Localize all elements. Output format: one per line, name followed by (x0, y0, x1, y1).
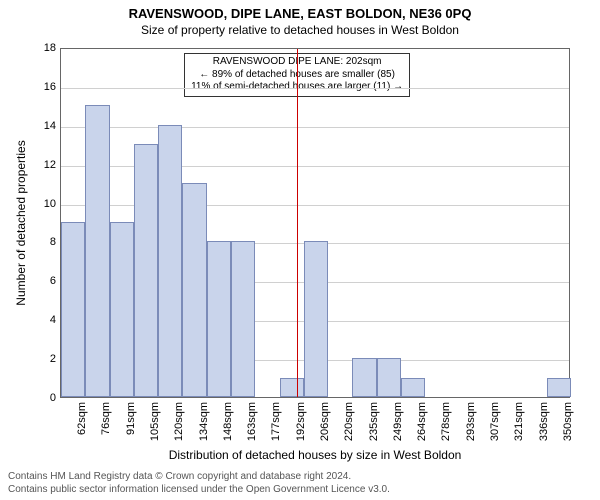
histogram-bar (401, 378, 425, 397)
histogram-bar (547, 378, 571, 397)
chart-root: RAVENSWOOD, DIPE LANE, EAST BOLDON, NE36… (0, 0, 600, 500)
y-tick-label: 14 (16, 120, 56, 132)
x-tick-label: 91sqm (125, 402, 137, 462)
histogram-bar (352, 358, 376, 397)
y-tick-label: 10 (16, 198, 56, 210)
x-tick-label: 192sqm (295, 402, 307, 462)
histogram-bar (231, 241, 255, 397)
chart-footer: Contains HM Land Registry data © Crown c… (8, 471, 390, 496)
x-tick-label: 148sqm (222, 402, 234, 462)
x-tick-label: 307sqm (489, 402, 501, 462)
y-tick-label: 12 (16, 159, 56, 171)
histogram-bar (182, 183, 206, 397)
histogram-bar (85, 105, 109, 397)
y-tick-label: 0 (16, 392, 56, 404)
y-axis-label: Number of detached properties (14, 48, 28, 398)
x-tick-label: 278sqm (440, 402, 452, 462)
x-tick-label: 264sqm (416, 402, 428, 462)
histogram-bar (158, 125, 182, 397)
x-tick-label: 120sqm (173, 402, 185, 462)
y-tick-label: 18 (16, 42, 56, 54)
gridline (61, 127, 569, 128)
x-tick-label: 163sqm (246, 402, 258, 462)
histogram-bar (280, 378, 304, 397)
histogram-bar (61, 222, 85, 397)
x-tick-label: 206sqm (319, 402, 331, 462)
histogram-bar (377, 358, 401, 397)
histogram-bar (304, 241, 328, 397)
x-tick-label: 249sqm (392, 402, 404, 462)
chart-subtitle: Size of property relative to detached ho… (0, 21, 600, 37)
x-tick-label: 350sqm (562, 402, 574, 462)
x-tick-label: 76sqm (100, 402, 112, 462)
y-tick-label: 4 (16, 314, 56, 326)
x-tick-label: 336sqm (538, 402, 550, 462)
plot-area: RAVENSWOOD DIPE LANE: 202sqm ← 89% of de… (60, 48, 570, 398)
x-tick-label: 177sqm (270, 402, 282, 462)
histogram-bar (207, 241, 231, 397)
y-tick-label: 8 (16, 236, 56, 248)
x-tick-label: 105sqm (149, 402, 161, 462)
x-tick-label: 293sqm (465, 402, 477, 462)
x-tick-label: 321sqm (513, 402, 525, 462)
footer-line-1: Contains HM Land Registry data © Crown c… (8, 471, 390, 484)
y-tick-label: 16 (16, 81, 56, 93)
y-tick-label: 6 (16, 275, 56, 287)
x-tick-label: 62sqm (76, 402, 88, 462)
marker-line (297, 49, 298, 397)
x-tick-label: 220sqm (343, 402, 355, 462)
x-tick-label: 134sqm (198, 402, 210, 462)
histogram-bar (110, 222, 134, 397)
chart-title: RAVENSWOOD, DIPE LANE, EAST BOLDON, NE36… (0, 0, 600, 21)
x-tick-label: 235sqm (368, 402, 380, 462)
y-tick-label: 2 (16, 353, 56, 365)
histogram-bar (134, 144, 158, 397)
gridline (61, 88, 569, 89)
footer-line-2: Contains public sector information licen… (8, 484, 390, 497)
